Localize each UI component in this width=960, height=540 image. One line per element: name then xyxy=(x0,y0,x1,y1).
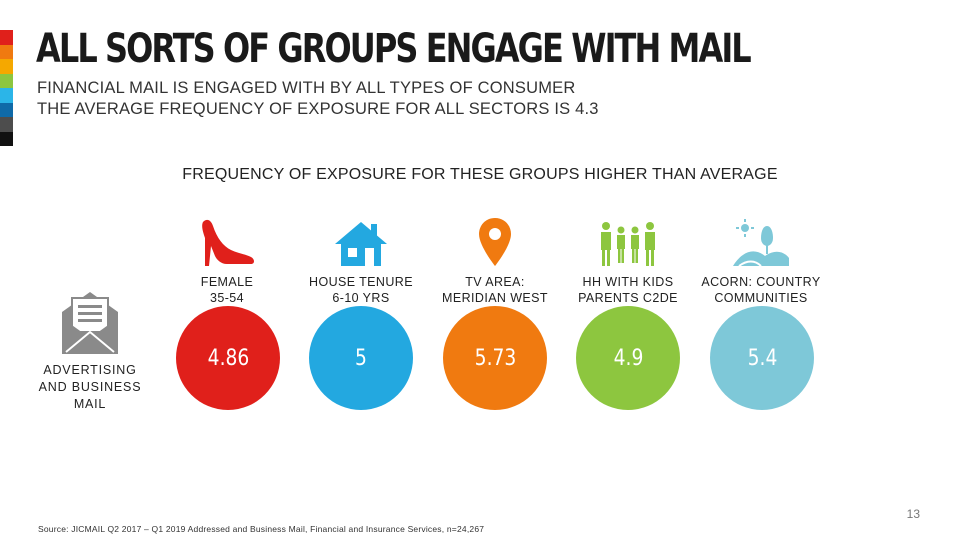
envelope-letter-icon xyxy=(58,288,122,363)
group-female-35-54: FEMALE 35-54 xyxy=(160,210,294,306)
group-house-tenure: HOUSE TENURE 6-10 YRS xyxy=(294,210,428,306)
stripe-segment xyxy=(0,102,13,117)
frequency-value: 4.86 xyxy=(207,345,249,371)
group-label-line-1: ACORN: COUNTRY xyxy=(701,275,821,289)
group-acorn-country: ACORN: COUNTRY COMMUNITIES xyxy=(694,210,828,306)
frequency-bubble-tv-area: 5.73 xyxy=(443,306,547,410)
page-number: 13 xyxy=(906,507,920,521)
group-label-line-2: 6-10 YRS xyxy=(332,291,390,305)
group-label: HH WITH KIDS PARENTS C2DE xyxy=(561,274,695,306)
house-icon xyxy=(294,210,428,268)
group-label-line-2: COMMUNITIES xyxy=(714,291,808,305)
slide-title: ALL SORTS OF GROUPS ENGAGE WITH MAIL xyxy=(36,26,752,72)
source-note: Source: JICMAIL Q2 2017 – Q1 2019 Addres… xyxy=(38,524,485,534)
group-label: TV AREA: MERIDIAN WEST xyxy=(428,274,562,306)
stripe-segment xyxy=(0,117,13,132)
high-heel-icon xyxy=(160,210,294,268)
frequency-bubble-house-tenure: 5 xyxy=(309,306,413,410)
frequency-value: 5.73 xyxy=(474,345,516,371)
section-heading: FREQUENCY OF EXPOSURE FOR THESE GROUPS H… xyxy=(182,166,778,183)
group-label-line-2: PARENTS C2DE xyxy=(578,291,678,305)
group-tv-area: TV AREA: MERIDIAN WEST xyxy=(428,210,562,306)
family-icon xyxy=(561,210,695,268)
mail-label: ADVERTISING AND BUSINESS MAIL xyxy=(38,363,142,411)
stripe-segment xyxy=(0,44,13,59)
location-pin-icon xyxy=(428,210,562,268)
frequency-value: 4.9 xyxy=(613,345,643,371)
countryside-icon xyxy=(694,210,828,268)
group-label-line-2: MERIDIAN WEST xyxy=(442,291,548,305)
stripe-segment xyxy=(0,59,13,74)
subtitle-line-1: FINANCIAL MAIL IS ENGAGED WITH BY ALL TY… xyxy=(37,79,576,97)
frequency-value: 5 xyxy=(355,345,367,371)
group-label: ACORN: COUNTRY COMMUNITIES xyxy=(694,274,828,306)
stripe-segment xyxy=(0,131,13,146)
brand-color-stripe xyxy=(0,30,13,146)
frequency-bubble-acorn-country: 5.4 xyxy=(710,306,814,410)
group-label-line-1: HOUSE TENURE xyxy=(309,275,413,289)
group-label-line-1: HH WITH KIDS xyxy=(582,275,674,289)
stripe-segment xyxy=(0,73,13,88)
group-label-line-1: TV AREA: xyxy=(465,275,525,289)
subtitle-line-2: THE AVERAGE FREQUENCY OF EXPOSURE FOR AL… xyxy=(37,100,599,118)
group-label: HOUSE TENURE 6-10 YRS xyxy=(294,274,428,306)
stripe-segment xyxy=(0,30,13,45)
group-label-line-1: FEMALE xyxy=(200,275,254,289)
frequency-bubble-hh-with-kids: 4.9 xyxy=(576,306,680,410)
stripe-segment xyxy=(0,88,13,103)
frequency-value: 5.4 xyxy=(747,345,777,371)
group-label: FEMALE 35-54 xyxy=(160,274,294,306)
group-label-line-2: 35-54 xyxy=(210,291,244,305)
frequency-bubble-female: 4.86 xyxy=(176,306,280,410)
group-hh-with-kids: HH WITH KIDS PARENTS C2DE xyxy=(561,210,695,306)
